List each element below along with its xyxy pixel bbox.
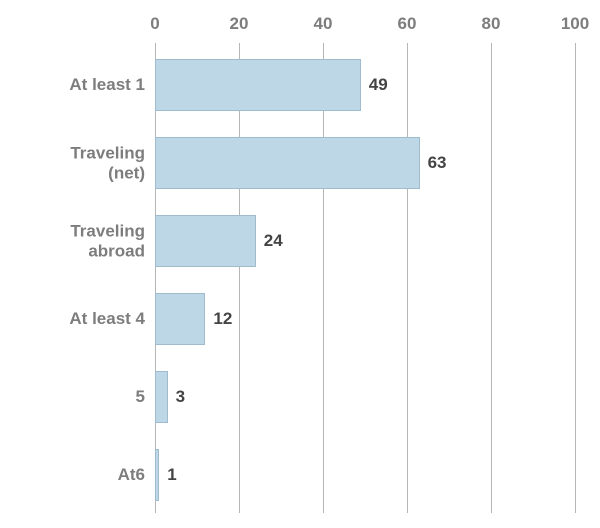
y-category-label: At6 <box>118 465 145 485</box>
bar <box>155 137 420 189</box>
bar <box>155 59 361 111</box>
y-category-label: 5 <box>136 387 145 407</box>
gridline <box>239 43 240 513</box>
y-category-label: At least 4 <box>69 309 145 329</box>
plot-area: 49 63 24 12 3 1 <box>155 43 575 513</box>
gridline <box>155 43 156 513</box>
x-tick-label: 100 <box>561 14 589 34</box>
x-tick-label: 0 <box>150 14 159 34</box>
bar-value-label: 3 <box>176 387 185 407</box>
x-tick-label: 40 <box>314 14 333 34</box>
bar <box>155 449 159 501</box>
gridline <box>323 43 324 513</box>
bar-value-label: 63 <box>428 153 447 173</box>
x-tick-label: 60 <box>398 14 417 34</box>
bar <box>155 371 168 423</box>
y-category-label: Traveling abroad <box>70 221 145 260</box>
y-category-label: Traveling (net) <box>70 143 145 182</box>
bar-value-label: 1 <box>167 465 176 485</box>
horizontal-bar-chart: 49 63 24 12 3 1 0 20 40 60 80 100 At least 1 Traveli… <box>0 0 600 528</box>
bar-value-label: 24 <box>264 231 283 251</box>
y-category-label: At least 1 <box>69 75 145 95</box>
bar <box>155 293 205 345</box>
gridline <box>407 43 408 513</box>
gridline <box>491 43 492 513</box>
bar <box>155 215 256 267</box>
gridline <box>575 43 576 513</box>
bar-value-label: 12 <box>213 309 232 329</box>
bar-value-label: 49 <box>369 75 388 95</box>
x-tick-label: 20 <box>230 14 249 34</box>
x-tick-label: 80 <box>482 14 501 34</box>
